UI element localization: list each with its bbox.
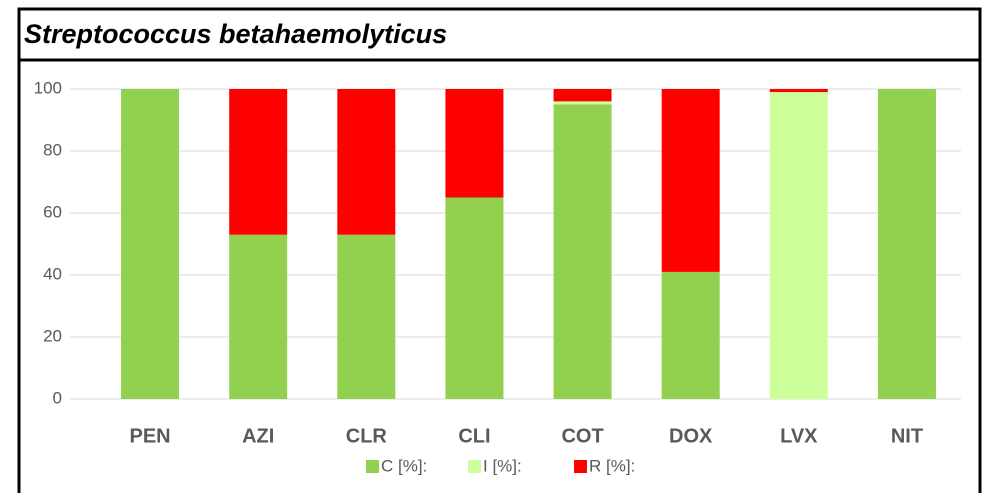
legend-label: R [%]: [589,456,635,475]
bar-segment [769,89,828,93]
bar-segment [337,234,396,399]
legend-label: C [%]: [381,456,427,475]
x-tick-label: AZI [242,425,274,447]
bar-segment [661,271,720,399]
bar-segment [121,89,180,399]
bar-segment [337,89,396,235]
frame [17,7,982,493]
chart-title: Streptococcus betahaemolyticus [24,19,447,49]
x-tick-label: LVX [780,425,818,447]
y-tick-label: 80 [43,140,62,159]
legend-swatch [366,460,379,473]
x-tick-label: DOX [669,425,713,447]
legend-label: I [%]: [483,456,522,475]
bar-segment [877,89,936,399]
bar-segment [229,89,288,235]
y-tick-label: 60 [43,202,62,221]
bar-segment [661,89,720,272]
y-tick-label: 40 [43,264,62,283]
bar-segment [553,89,612,102]
bar-segment [445,197,504,399]
x-tick-label: PEN [130,425,171,447]
legend-swatch [574,460,587,473]
x-tick-label: NIT [891,425,923,447]
x-tick-label: CLR [346,425,388,447]
bar-segment [553,104,612,399]
y-tick-label: 100 [34,78,62,97]
bar-segment [553,101,612,105]
legend-swatch [468,460,481,473]
bar-segment [229,234,288,399]
bar-segment [769,92,828,399]
x-tick-label: CLI [458,425,490,447]
y-tick-label: 0 [53,388,62,407]
x-tick-label: COT [561,425,603,447]
y-tick-label: 20 [43,326,62,345]
bar-segment [445,89,504,198]
